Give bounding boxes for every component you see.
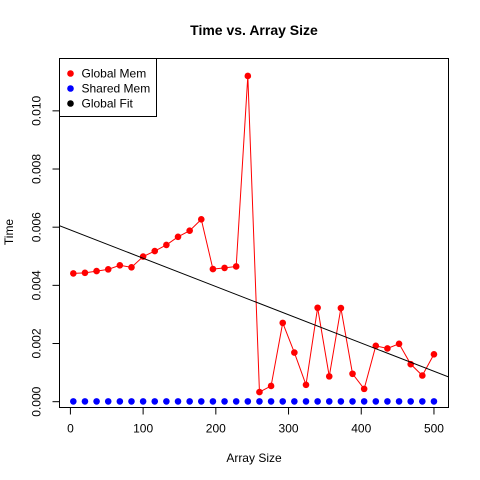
global-mem-line (73, 75, 435, 393)
global-mem-point (430, 350, 438, 358)
shared-mem-point (81, 398, 89, 405)
axis-ticks: 0 100 200 300 400 500 0.000 0.002 0.004 0.006 0.00… (30, 96, 445, 436)
global-mem-point (279, 319, 287, 327)
shared-mem-point (116, 398, 124, 405)
chart-title: Time vs. Array Size (190, 22, 318, 38)
global-mem-point (337, 304, 345, 312)
shared-mem-point (70, 398, 77, 405)
y-tick-label: 0.010 (30, 96, 44, 126)
legend-marker (67, 100, 74, 107)
global-mem-point (360, 385, 368, 393)
shared-mem-point (349, 398, 356, 405)
legend-label: Shared Mem (82, 82, 151, 96)
data-marks (59, 72, 449, 405)
legend-marker (67, 70, 74, 77)
legend-box (59, 58, 157, 117)
shared-mem-point (232, 398, 240, 405)
global-mem-point (349, 370, 356, 378)
y-tick-label: 0.002 (30, 328, 44, 358)
shared-mem-point (430, 398, 438, 405)
global-mem-point (232, 263, 240, 270)
global-mem-point (163, 241, 170, 249)
shared-mem-point (174, 398, 182, 405)
x-tick-label: 200 (206, 422, 226, 436)
global-mem-point (197, 216, 205, 223)
global-mem-point (267, 382, 275, 390)
global-mem-point (314, 304, 321, 312)
shared-mem-point (407, 398, 414, 405)
x-tick-label: 400 (351, 422, 371, 436)
legend-marker (67, 85, 74, 92)
shared-mem-point (372, 398, 380, 405)
global-mem-point (302, 381, 310, 389)
y-tick-label: 0.000 (30, 386, 44, 416)
global-mem-point (186, 227, 193, 234)
y-axis-label: Time (2, 219, 16, 246)
plot-frame (59, 58, 449, 408)
x-tick-label: 100 (133, 422, 153, 436)
global-mem-point (128, 264, 135, 271)
shared-mem-point (256, 398, 263, 405)
y-tick-label: 0.006 (30, 212, 44, 242)
global-mem-point (372, 342, 380, 350)
shared-mem-point (360, 398, 368, 405)
shared-mem-point (325, 398, 333, 405)
shared-mem-point (197, 398, 205, 405)
global-mem-point (70, 270, 77, 277)
shared-mem-point (395, 398, 403, 405)
legend-label: Global Mem (82, 67, 147, 81)
shared-mem-point (314, 398, 321, 405)
global-mem-point (256, 388, 263, 396)
global-mem-point (116, 261, 124, 269)
global-mem-point (151, 247, 159, 255)
shared-mem-point (337, 398, 345, 405)
global-mem-point (174, 233, 182, 241)
y-tick-label: 0.008 (30, 154, 44, 184)
shared-mem-point (302, 398, 310, 405)
shared-mem-point (128, 398, 135, 405)
shared-mem-point (151, 398, 159, 405)
shared-mem-point (163, 398, 170, 405)
global-mem-point (419, 372, 426, 379)
y-tick-label: 0.004 (30, 270, 44, 300)
legend-label: Global Fit (82, 97, 134, 111)
global-mem-point (384, 345, 391, 352)
x-tick-label: 300 (279, 422, 299, 436)
global-mem-point (104, 266, 112, 273)
global-mem-point (221, 264, 228, 272)
global-fit-line (59, 225, 449, 378)
shared-mem-point (267, 398, 275, 405)
global-mem-point (244, 72, 252, 80)
shared-mem-point (279, 398, 287, 405)
global-mem-point (291, 349, 298, 356)
global-mem-point (209, 265, 217, 273)
shared-mem-point (93, 398, 100, 405)
global-mem-point (81, 269, 89, 277)
global-mem-point (395, 340, 403, 348)
shared-mem-point (384, 398, 391, 405)
shared-mem-point (209, 398, 217, 405)
global-mem-point (325, 373, 333, 380)
x-tick-label: 500 (424, 422, 444, 436)
shared-mem-point (104, 398, 112, 405)
global-mem-point (139, 253, 147, 260)
shared-mem-point (221, 398, 228, 405)
shared-mem-point (139, 398, 147, 405)
x-axis-label: Array Size (226, 451, 282, 465)
shared-mem-point (244, 398, 252, 405)
shared-mem-point (291, 398, 298, 405)
shared-mem-point (419, 398, 426, 405)
x-tick-label: 0 (67, 422, 74, 436)
shared-mem-point (186, 398, 193, 405)
global-mem-point (93, 267, 100, 275)
